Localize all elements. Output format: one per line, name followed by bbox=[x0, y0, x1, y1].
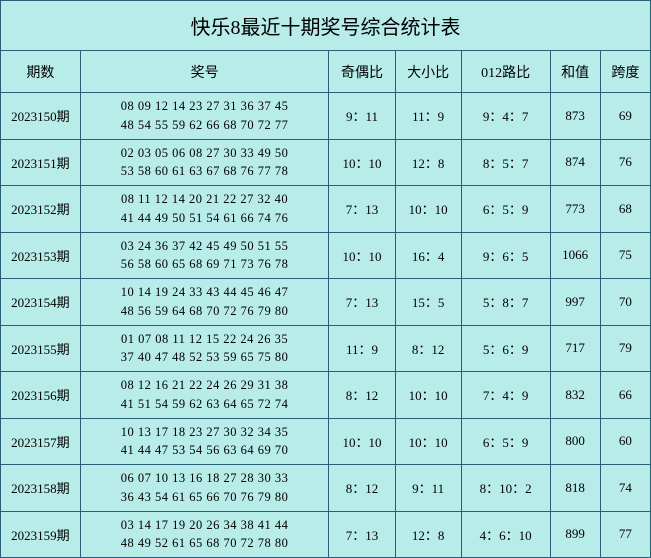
cell-odd-even: 10：10 bbox=[329, 139, 395, 186]
stats-table: 期数 奖号 奇偶比 大小比 012路比 和值 跨度 2023150期08 09 … bbox=[0, 50, 651, 558]
cell-big-small: 11：9 bbox=[395, 93, 461, 140]
header-span: 跨度 bbox=[600, 51, 650, 93]
cell-span: 75 bbox=[600, 232, 650, 279]
table-row: 2023159期03 14 17 19 20 26 34 38 41 4448 … bbox=[1, 511, 651, 558]
cell-big-small: 9：11 bbox=[395, 465, 461, 512]
cell-period: 2023153期 bbox=[1, 232, 81, 279]
cell-span: 79 bbox=[600, 325, 650, 372]
cell-odd-even: 7：13 bbox=[329, 279, 395, 326]
cell-period: 2023158期 bbox=[1, 465, 81, 512]
cell-span: 76 bbox=[600, 139, 650, 186]
cell-big-small: 10：10 bbox=[395, 372, 461, 419]
cell-route012: 6：5：9 bbox=[461, 418, 550, 465]
cell-numbers: 08 12 16 21 22 24 26 29 31 3841 51 54 59… bbox=[80, 372, 329, 419]
cell-sum: 874 bbox=[550, 139, 600, 186]
cell-sum: 717 bbox=[550, 325, 600, 372]
cell-route012: 5：6：9 bbox=[461, 325, 550, 372]
cell-span: 60 bbox=[600, 418, 650, 465]
cell-numbers: 06 07 10 13 16 18 27 28 30 3336 43 54 61… bbox=[80, 465, 329, 512]
cell-odd-even: 7：13 bbox=[329, 186, 395, 233]
header-big-small: 大小比 bbox=[395, 51, 461, 93]
cell-numbers: 03 14 17 19 20 26 34 38 41 4448 49 52 61… bbox=[80, 511, 329, 558]
header-route012: 012路比 bbox=[461, 51, 550, 93]
cell-period: 2023154期 bbox=[1, 279, 81, 326]
cell-odd-even: 10：10 bbox=[329, 232, 395, 279]
table-row: 2023150期08 09 12 14 23 27 31 36 37 4548 … bbox=[1, 93, 651, 140]
cell-sum: 773 bbox=[550, 186, 600, 233]
table-title: 快乐8最近十期奖号综合统计表 bbox=[0, 0, 651, 50]
cell-period: 2023152期 bbox=[1, 186, 81, 233]
cell-route012: 8：10：2 bbox=[461, 465, 550, 512]
cell-big-small: 8：12 bbox=[395, 325, 461, 372]
cell-period: 2023156期 bbox=[1, 372, 81, 419]
cell-numbers: 10 13 17 18 23 27 30 32 34 3541 44 47 53… bbox=[80, 418, 329, 465]
cell-numbers: 10 14 19 24 33 43 44 45 46 4748 56 59 64… bbox=[80, 279, 329, 326]
cell-sum: 832 bbox=[550, 372, 600, 419]
cell-route012: 9：4：7 bbox=[461, 93, 550, 140]
cell-big-small: 12：8 bbox=[395, 139, 461, 186]
cell-span: 66 bbox=[600, 372, 650, 419]
cell-span: 74 bbox=[600, 465, 650, 512]
cell-big-small: 10：10 bbox=[395, 418, 461, 465]
table-row: 2023151期02 03 05 06 08 27 30 33 49 5053 … bbox=[1, 139, 651, 186]
table-row: 2023152期08 11 12 14 20 21 22 27 32 4041 … bbox=[1, 186, 651, 233]
cell-odd-even: 9：11 bbox=[329, 93, 395, 140]
cell-sum: 899 bbox=[550, 511, 600, 558]
cell-period: 2023151期 bbox=[1, 139, 81, 186]
cell-span: 69 bbox=[600, 93, 650, 140]
table-row: 2023154期10 14 19 24 33 43 44 45 46 4748 … bbox=[1, 279, 651, 326]
stats-table-container: 快乐8最近十期奖号综合统计表 期数 奖号 奇偶比 大小比 012路比 和值 跨度… bbox=[0, 0, 651, 558]
cell-span: 70 bbox=[600, 279, 650, 326]
cell-route012: 4：6：10 bbox=[461, 511, 550, 558]
cell-route012: 5：8：7 bbox=[461, 279, 550, 326]
table-row: 2023156期08 12 16 21 22 24 26 29 31 3841 … bbox=[1, 372, 651, 419]
cell-odd-even: 11：9 bbox=[329, 325, 395, 372]
cell-sum: 873 bbox=[550, 93, 600, 140]
cell-route012: 8：5：7 bbox=[461, 139, 550, 186]
cell-route012: 6：5：9 bbox=[461, 186, 550, 233]
header-numbers: 奖号 bbox=[80, 51, 329, 93]
cell-period: 2023157期 bbox=[1, 418, 81, 465]
cell-big-small: 10：10 bbox=[395, 186, 461, 233]
cell-numbers: 08 09 12 14 23 27 31 36 37 4548 54 55 59… bbox=[80, 93, 329, 140]
cell-big-small: 15：5 bbox=[395, 279, 461, 326]
cell-numbers: 03 24 36 37 42 45 49 50 51 5556 58 60 65… bbox=[80, 232, 329, 279]
cell-sum: 1066 bbox=[550, 232, 600, 279]
table-row: 2023157期10 13 17 18 23 27 30 32 34 3541 … bbox=[1, 418, 651, 465]
cell-sum: 800 bbox=[550, 418, 600, 465]
cell-span: 68 bbox=[600, 186, 650, 233]
table-row: 2023155期01 07 08 11 12 15 22 24 26 3537 … bbox=[1, 325, 651, 372]
cell-route012: 9：6：5 bbox=[461, 232, 550, 279]
header-row: 期数 奖号 奇偶比 大小比 012路比 和值 跨度 bbox=[1, 51, 651, 93]
header-odd-even: 奇偶比 bbox=[329, 51, 395, 93]
cell-sum: 997 bbox=[550, 279, 600, 326]
table-row: 2023153期03 24 36 37 42 45 49 50 51 5556 … bbox=[1, 232, 651, 279]
cell-odd-even: 10：10 bbox=[329, 418, 395, 465]
cell-numbers: 02 03 05 06 08 27 30 33 49 5053 58 60 61… bbox=[80, 139, 329, 186]
cell-odd-even: 8：12 bbox=[329, 372, 395, 419]
table-row: 2023158期06 07 10 13 16 18 27 28 30 3336 … bbox=[1, 465, 651, 512]
header-period: 期数 bbox=[1, 51, 81, 93]
cell-odd-even: 7：13 bbox=[329, 511, 395, 558]
header-sum: 和值 bbox=[550, 51, 600, 93]
cell-big-small: 16：4 bbox=[395, 232, 461, 279]
cell-odd-even: 8：12 bbox=[329, 465, 395, 512]
cell-numbers: 01 07 08 11 12 15 22 24 26 3537 40 47 48… bbox=[80, 325, 329, 372]
cell-big-small: 12：8 bbox=[395, 511, 461, 558]
cell-numbers: 08 11 12 14 20 21 22 27 32 4041 44 49 50… bbox=[80, 186, 329, 233]
cell-route012: 7：4：9 bbox=[461, 372, 550, 419]
cell-period: 2023150期 bbox=[1, 93, 81, 140]
cell-span: 77 bbox=[600, 511, 650, 558]
cell-period: 2023155期 bbox=[1, 325, 81, 372]
cell-period: 2023159期 bbox=[1, 511, 81, 558]
cell-sum: 818 bbox=[550, 465, 600, 512]
